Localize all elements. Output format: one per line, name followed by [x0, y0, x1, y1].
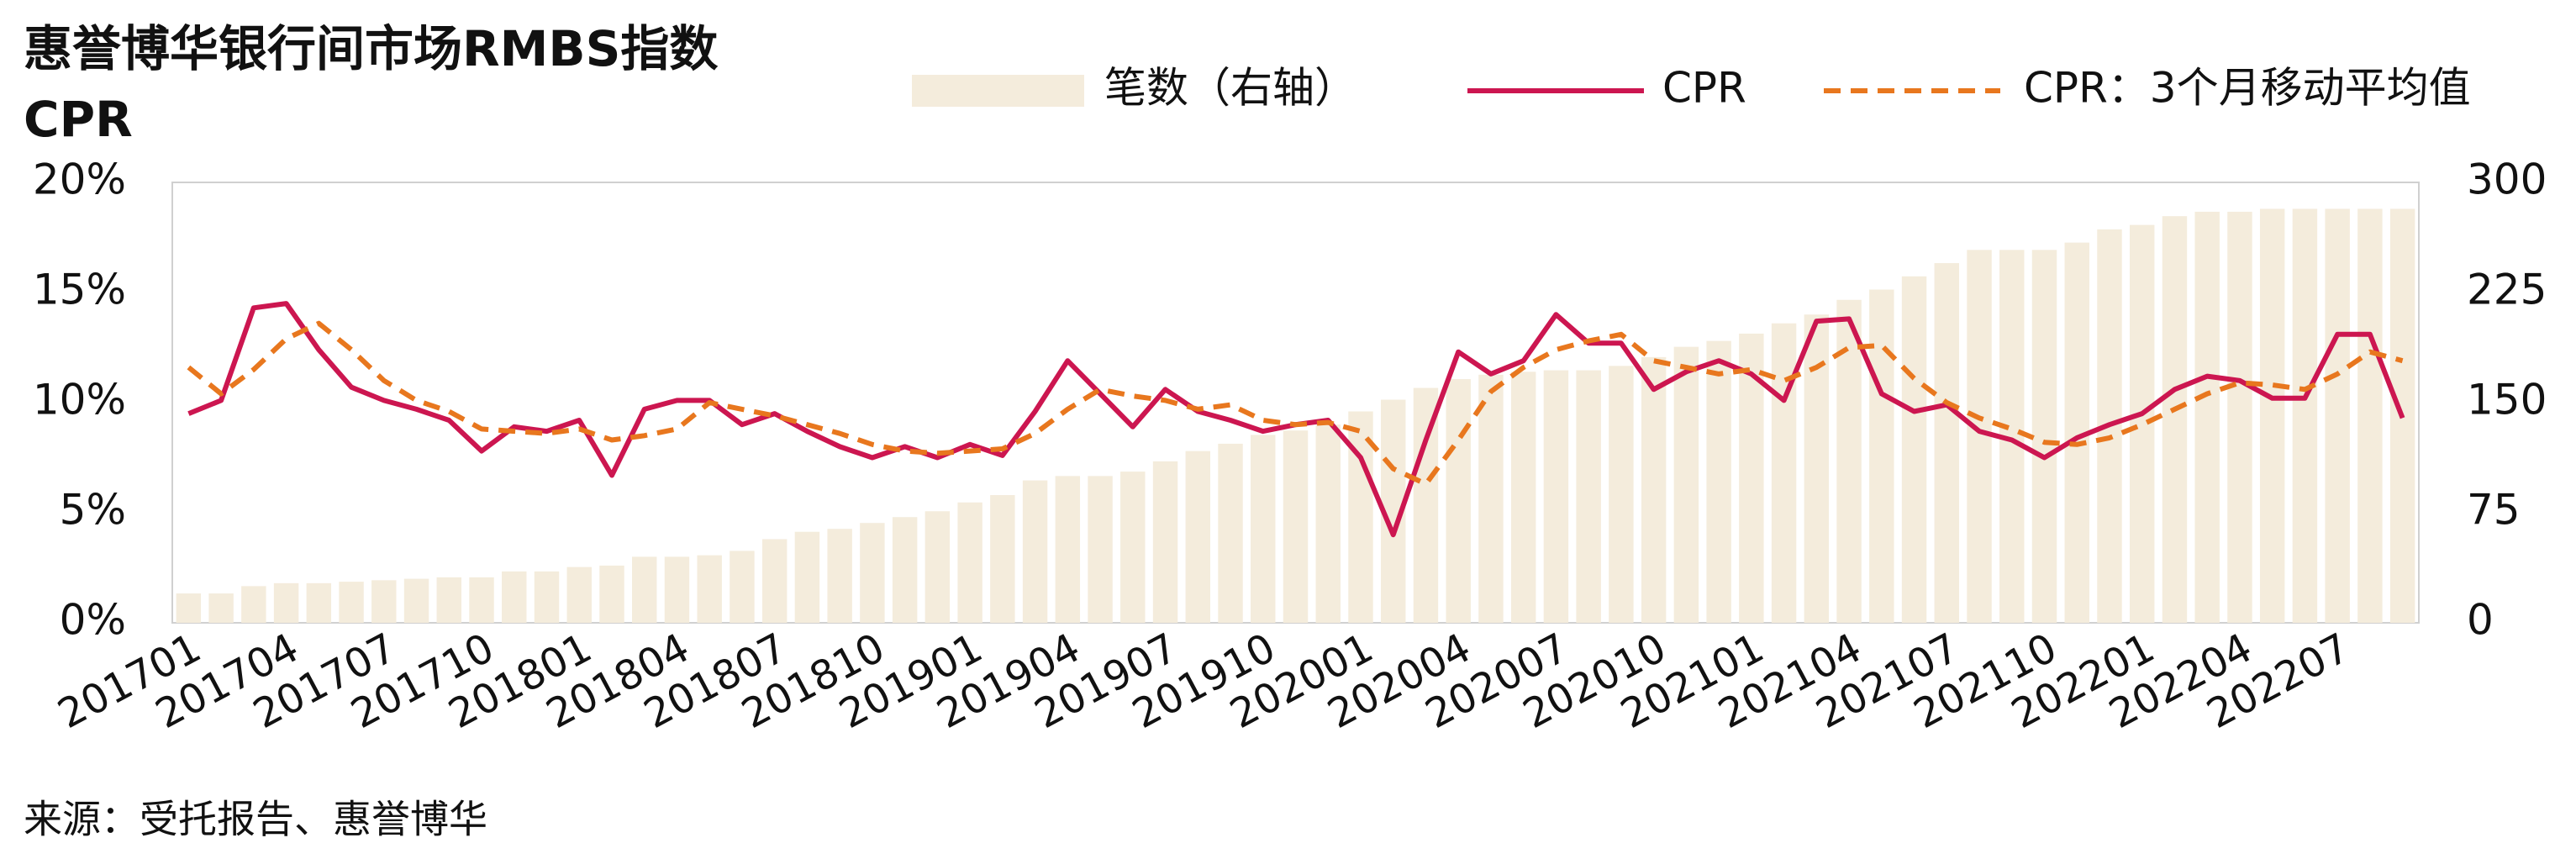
- bar: [2357, 208, 2383, 623]
- bar: [957, 502, 982, 623]
- bar: [990, 495, 1015, 623]
- y2-tick-label: 225: [2467, 266, 2547, 314]
- y2-tick-label: 75: [2467, 486, 2521, 535]
- bar: [241, 586, 266, 623]
- bar: [371, 580, 397, 623]
- source: 来源：受托报告、惠誉博华: [24, 797, 487, 842]
- bar: [1315, 424, 1341, 623]
- bar: [1901, 276, 1927, 623]
- bar: [1641, 356, 1667, 623]
- bar: [761, 539, 788, 623]
- bar: [1609, 366, 1634, 623]
- bar: [273, 582, 299, 623]
- bar: [1478, 374, 1504, 623]
- bar: [599, 565, 624, 623]
- y-tick-label: 20%: [33, 155, 126, 204]
- bar: [1022, 480, 1048, 623]
- y2-tick-label: 150: [2467, 376, 2547, 424]
- bar: [1152, 461, 1178, 623]
- bar: [176, 593, 202, 623]
- bar: [631, 556, 657, 623]
- bar: [339, 582, 364, 623]
- bar: [1218, 443, 1243, 623]
- bar: [1510, 372, 1536, 623]
- bar: [892, 517, 918, 623]
- bar: [2129, 224, 2155, 623]
- y2-tick-label: 0: [2467, 596, 2494, 645]
- legend-swatch: [912, 75, 1084, 107]
- bar: [730, 551, 755, 623]
- bar: [502, 571, 527, 623]
- bar: [436, 577, 462, 623]
- bar: [2292, 208, 2318, 623]
- bar: [403, 578, 429, 623]
- bar: [794, 531, 820, 623]
- bar: [827, 529, 852, 623]
- bar: [1804, 314, 1830, 623]
- y-tick-label: 15%: [33, 266, 126, 314]
- bar: [1673, 346, 1699, 623]
- bar: [1185, 451, 1211, 623]
- bar: [860, 523, 885, 623]
- y2-tick-label: 300: [2467, 155, 2547, 204]
- bar: [2259, 208, 2285, 623]
- legend-label: 笔数（右轴）: [1104, 64, 1356, 113]
- bar: [534, 571, 560, 623]
- bar: [1706, 340, 1731, 623]
- bar: [1120, 472, 1146, 623]
- bar: [1967, 250, 1992, 623]
- legend-label: CPR: [1662, 64, 1746, 113]
- bar: [1934, 263, 1960, 623]
- y-tick-label: 10%: [33, 376, 126, 424]
- y-tick-label: 0%: [60, 596, 126, 645]
- bar: [1543, 370, 1569, 623]
- bar: [2227, 211, 2252, 623]
- bar: [2162, 216, 2188, 623]
- bar: [469, 577, 494, 623]
- bar: [306, 582, 332, 623]
- bar: [566, 567, 592, 623]
- bar: [1869, 289, 1894, 623]
- chart-subtitle: CPR: [24, 91, 133, 148]
- chart-title: 惠誉博华银行间市场RMBS指数: [24, 20, 718, 77]
- bar: [1055, 476, 1081, 623]
- bar: [208, 593, 234, 623]
- bar: [1251, 435, 1276, 623]
- line: [187, 320, 2404, 487]
- bar: [1771, 323, 1797, 623]
- bar: [1413, 387, 1439, 623]
- bar: [664, 556, 690, 623]
- bar: [925, 511, 951, 623]
- y-tick-label: 5%: [60, 486, 126, 535]
- bar: [2325, 208, 2350, 623]
- legend-label: CPR：3个月移动平均值: [2024, 64, 2471, 113]
- bar: [697, 555, 722, 623]
- bar: [1576, 370, 1601, 623]
- bar: [1088, 476, 1113, 623]
- bar: [1283, 430, 1309, 623]
- bar: [2031, 250, 2057, 623]
- bar: [1446, 379, 1471, 623]
- bar: [2194, 211, 2220, 623]
